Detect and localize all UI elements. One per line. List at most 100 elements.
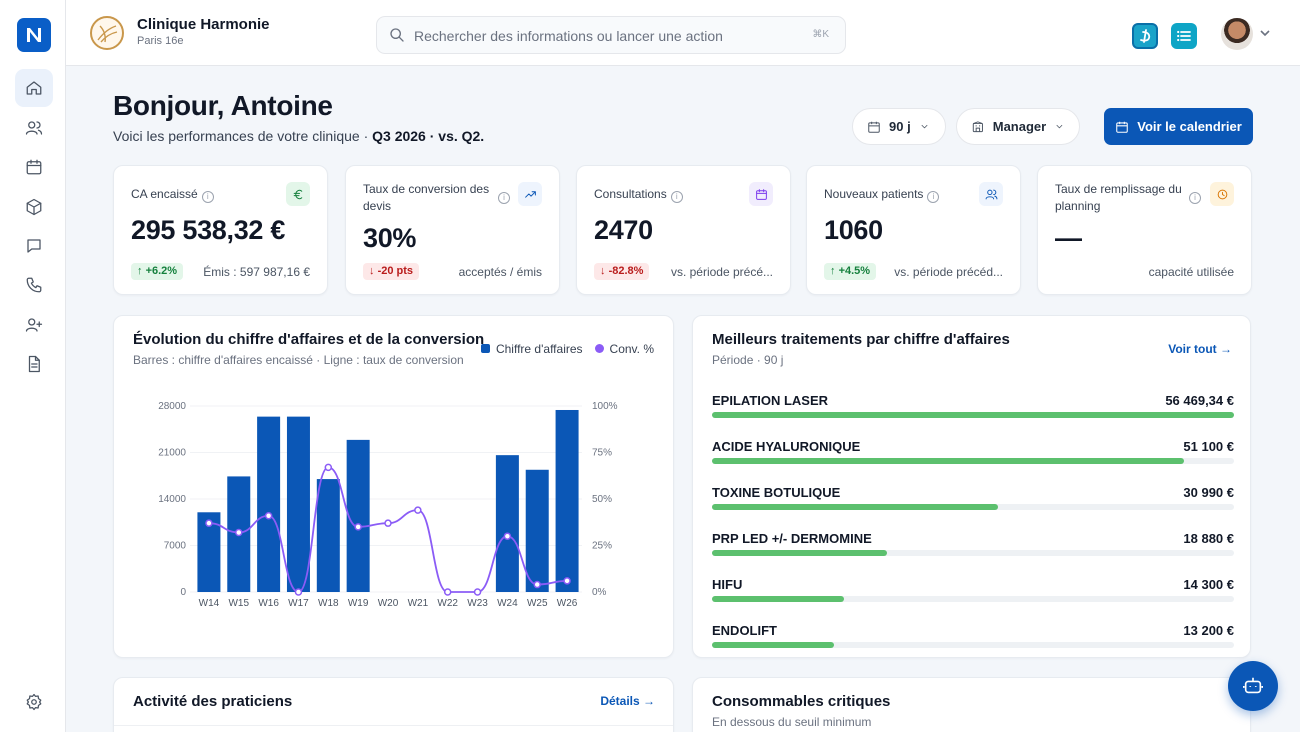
- period-filter-label: 90 j: [889, 119, 911, 134]
- treatment-name: ACIDE HYALURONIQUE: [712, 439, 861, 454]
- nav-add-user[interactable]: [15, 306, 53, 344]
- search-placeholder: Rechercher des informations ou lancer un…: [414, 28, 723, 44]
- info-icon[interactable]: i: [1189, 192, 1201, 204]
- info-icon[interactable]: i: [670, 191, 683, 203]
- kpi-card-conversion[interactable]: Taux de conversion des devis i 30% ↓ -20…: [345, 165, 560, 295]
- treatment-row[interactable]: HIFU 14 300 €: [712, 577, 1234, 602]
- period-filter[interactable]: 90 j: [852, 108, 946, 145]
- conversion-point: [443, 588, 452, 596]
- info-icon[interactable]: i: [927, 191, 940, 203]
- app-logo[interactable]: [17, 18, 51, 52]
- bar: [197, 512, 221, 592]
- kpi-label-text: Taux de remplissage du planning: [1055, 182, 1182, 213]
- treatment-value: 56 469,34 €: [1165, 393, 1234, 408]
- users-icon: [979, 182, 1003, 206]
- revenue-chart-card: Évolution du chiffre d'affaires et de la…: [113, 315, 674, 658]
- treatment-value: 14 300 €: [1183, 577, 1234, 592]
- treatment-bar: [712, 412, 1234, 418]
- chevron-down-icon: [1056, 124, 1063, 129]
- bar: [495, 455, 519, 592]
- assistant-button[interactable]: [1228, 661, 1278, 711]
- x-tick-label: W21: [408, 598, 429, 609]
- nav-patients[interactable]: [15, 109, 53, 147]
- treatment-value: 18 880 €: [1183, 531, 1234, 546]
- x-tick-label: W17: [288, 598, 309, 609]
- x-tick-label: W20: [378, 598, 399, 609]
- kpi-card-planning-fill[interactable]: Taux de remplissage du planning i — capa…: [1037, 165, 1252, 295]
- clinic-name[interactable]: Clinique Harmonie: [137, 16, 270, 33]
- treatment-name: PRP LED +/- DERMOMINE: [712, 531, 872, 546]
- kpi-label-text: Taux de conversion des devis: [363, 182, 490, 213]
- page-subtitle: Voici les performances de votre clinique…: [113, 128, 484, 144]
- kpi-footnote: Émis : 597 987,16 €: [203, 265, 310, 279]
- info-icon[interactable]: i: [201, 191, 214, 203]
- search-input[interactable]: Rechercher des informations ou lancer un…: [376, 16, 846, 54]
- trend-up-icon: [518, 182, 542, 206]
- doctolib-button[interactable]: [1132, 23, 1158, 49]
- legend-item-conversion[interactable]: Conv. %: [594, 342, 654, 356]
- treatment-value: 13 200 €: [1183, 623, 1234, 638]
- conversion-point: [563, 577, 571, 585]
- x-tick-label: W15: [228, 598, 249, 609]
- sidebar: [0, 0, 66, 732]
- home-icon: [26, 81, 42, 95]
- treatment-bar-fill: [712, 596, 845, 602]
- clinic-logo: [90, 16, 124, 50]
- treatment-value: 51 100 €: [1183, 439, 1234, 454]
- robot-icon: [1243, 677, 1263, 694]
- kpi-card-consultations[interactable]: Consultations i 2470 ↓ -82.8% vs. période…: [576, 165, 791, 295]
- y-tick-label-left: 0: [180, 587, 186, 598]
- conversion-point: [533, 580, 541, 589]
- treatment-bar-fill: [712, 642, 835, 648]
- gear-icon: [26, 693, 42, 711]
- treatment-bar-fill: [712, 412, 1234, 418]
- nav-calls[interactable]: [15, 266, 53, 304]
- treatment-row[interactable]: EPILATION LASER 56 469,34 €: [712, 393, 1234, 418]
- nav-calendar[interactable]: [15, 148, 53, 186]
- nav-home[interactable]: [15, 69, 53, 107]
- treatment-row[interactable]: PRP LED +/- DERMOMINE 18 880 €: [712, 531, 1234, 556]
- kpi-footnote: vs. période précéd...: [894, 265, 1003, 279]
- info-icon[interactable]: i: [498, 192, 510, 204]
- nav-inventory[interactable]: [15, 188, 53, 226]
- treatment-bar: [712, 596, 1234, 602]
- search-shortcut: ⌘K: [812, 29, 829, 40]
- legend-revenue-label: Chiffre d'affaires: [495, 342, 583, 356]
- conversion-point: [414, 506, 422, 514]
- treatments-subtitle: Période · 90 j: [712, 353, 784, 367]
- clock-icon: [1210, 182, 1234, 206]
- kpi-card-revenue[interactable]: CA encaissé i 295 538,32 € ↑ +6.2% Émis :…: [113, 165, 328, 295]
- conversion-point: [235, 528, 243, 537]
- treatment-bar: [712, 458, 1234, 464]
- y-tick-label-left: 14000: [158, 494, 186, 505]
- treatment-row[interactable]: ACIDE HYALURONIQUE 51 100 €: [712, 439, 1234, 464]
- y-tick-label-right: 50%: [592, 494, 612, 505]
- avatar[interactable]: [1221, 18, 1253, 50]
- calendar-icon: [26, 159, 42, 175]
- chevron-down-icon[interactable]: [1259, 27, 1271, 39]
- legend-item-revenue[interactable]: Chiffre d'affaires: [480, 342, 583, 356]
- nav-settings[interactable]: [15, 683, 53, 721]
- kpi-label-text: CA encaissé: [131, 187, 198, 201]
- kpi-label: CA encaissé i: [131, 186, 214, 203]
- see-all-link[interactable]: Voir tout →: [1168, 342, 1232, 356]
- conversion-point: [205, 519, 213, 527]
- practitioners-details-link[interactable]: Détails →: [600, 694, 655, 708]
- treatment-row[interactable]: ENDOLIFT 13 200 €: [712, 623, 1234, 648]
- trend-badge-value: +6.2%: [145, 265, 178, 277]
- conversion-point: [354, 523, 362, 531]
- bar: [286, 416, 310, 592]
- bar: [257, 416, 281, 592]
- treatment-bar: [712, 550, 1234, 556]
- nav-documents[interactable]: [15, 345, 53, 383]
- clinic-emblem-icon: [97, 25, 118, 43]
- role-filter[interactable]: Manager: [956, 108, 1080, 145]
- view-calendar-button[interactable]: Voir le calendrier: [1104, 108, 1253, 145]
- treatment-name: EPILATION LASER: [712, 393, 829, 408]
- nav-messages[interactable]: [15, 227, 53, 265]
- tasks-button[interactable]: [1171, 23, 1197, 49]
- kpi-card-new-patients[interactable]: Nouveaux patients i 1060 ↑ +4.5% vs. péri…: [806, 165, 1021, 295]
- chart-legend: Chiffre d'affaires Conv. %: [480, 342, 654, 356]
- treatment-row[interactable]: TOXINE BOTULIQUE 30 990 €: [712, 485, 1234, 510]
- doctolib-icon: [1140, 29, 1151, 43]
